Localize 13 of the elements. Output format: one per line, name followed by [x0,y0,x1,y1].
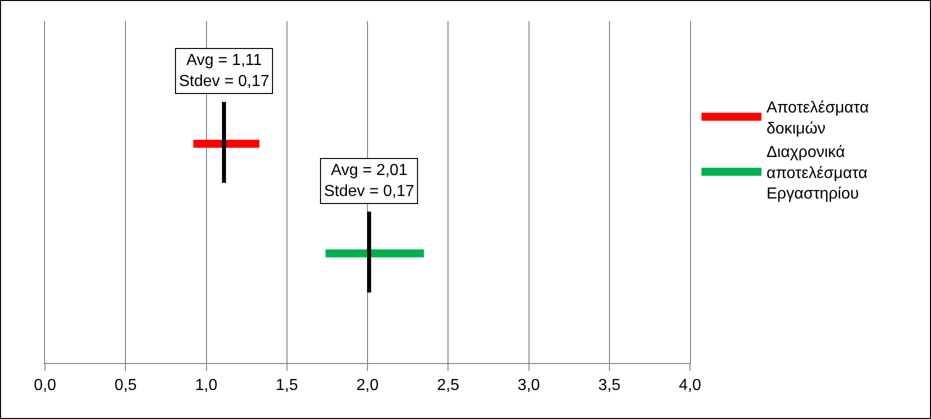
x-tick-label: 1,0 [195,377,218,394]
x-tick-label: 4,0 [678,377,702,394]
x-tick-label: 0,5 [114,377,137,394]
legend-label: Αποτελέσματα δοκιμών [766,100,869,138]
x-tick-label: 3,0 [518,377,540,394]
x-tick-label: 2,5 [437,377,460,394]
x-tick-label: 0,0 [34,377,56,394]
annotation: Avg = 1,11 Stdev = 0,17 [179,52,270,90]
x-tick-label: 2,0 [356,377,379,394]
x-tick-label: 3,5 [598,377,621,394]
x-tick-label: 1,5 [276,377,298,394]
legend-label: Διαχρονικά αποτελέσματα Εργαστηρίου [766,144,868,203]
annotation: Avg = 2,01 Stdev = 0,17 [324,162,414,200]
